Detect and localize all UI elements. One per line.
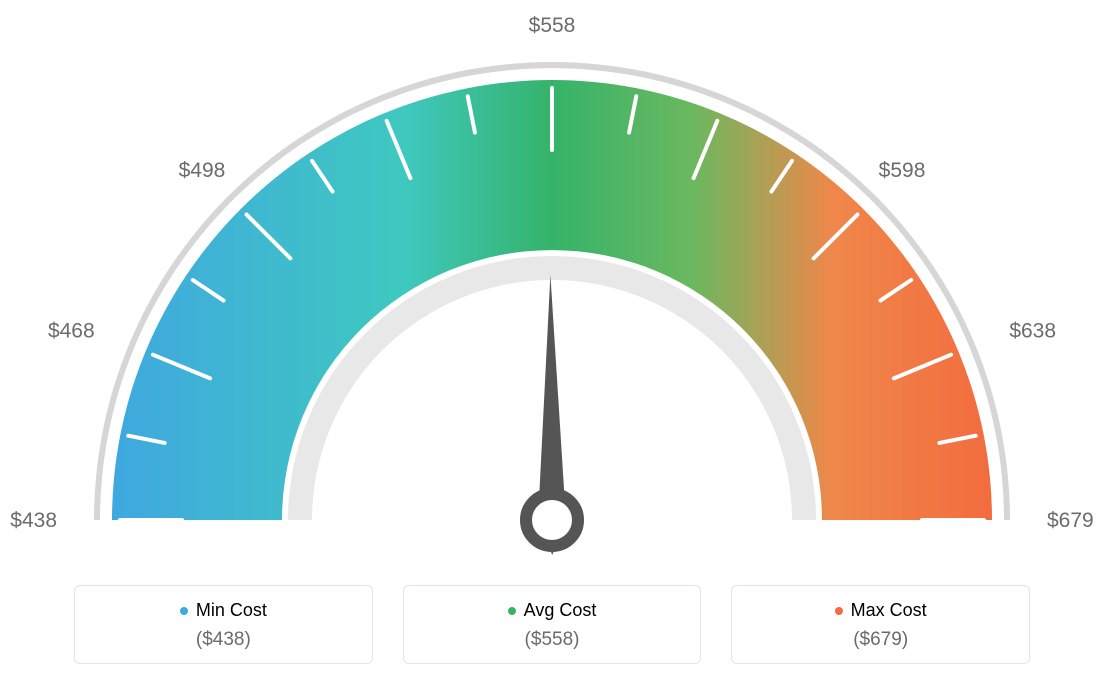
gauge-tick-label: $638: [1009, 320, 1056, 343]
legend-max-value: ($679): [742, 629, 1019, 651]
gauge-tick-label: $679: [1047, 509, 1094, 532]
gauge-tick-label: $558: [529, 14, 576, 37]
cost-gauge-chart: { "gauge": { "type": "gauge", "min_value…: [0, 0, 1104, 690]
gauge-tick-label: $498: [179, 159, 226, 182]
dot-icon: [180, 607, 188, 615]
dot-icon: [835, 607, 843, 615]
legend-card-max: Max Cost ($679): [731, 585, 1030, 664]
legend-card-avg: Avg Cost ($558): [403, 585, 702, 664]
legend-avg-label: Avg Cost: [524, 600, 597, 621]
dot-icon: [508, 607, 516, 615]
legend-avg-value: ($558): [414, 629, 691, 651]
legend-card-min: Min Cost ($438): [74, 585, 373, 664]
gauge-hub: [526, 494, 578, 546]
legend-max-label: Max Cost: [851, 600, 927, 621]
gauge-tick-label: $438: [10, 509, 57, 532]
gauge-svg: $438 $468 $498 $558 $598 $638 $679: [0, 0, 1104, 580]
gauge-area: $438 $468 $498 $558 $598 $638 $679: [0, 0, 1104, 580]
gauge-tick-label: $468: [48, 320, 95, 343]
gauge-tick-label: $598: [879, 159, 926, 182]
legend-row: Min Cost ($438) Avg Cost ($558) Max Cost…: [74, 585, 1030, 664]
legend-min-label: Min Cost: [196, 600, 267, 621]
legend-min-value: ($438): [85, 629, 362, 651]
